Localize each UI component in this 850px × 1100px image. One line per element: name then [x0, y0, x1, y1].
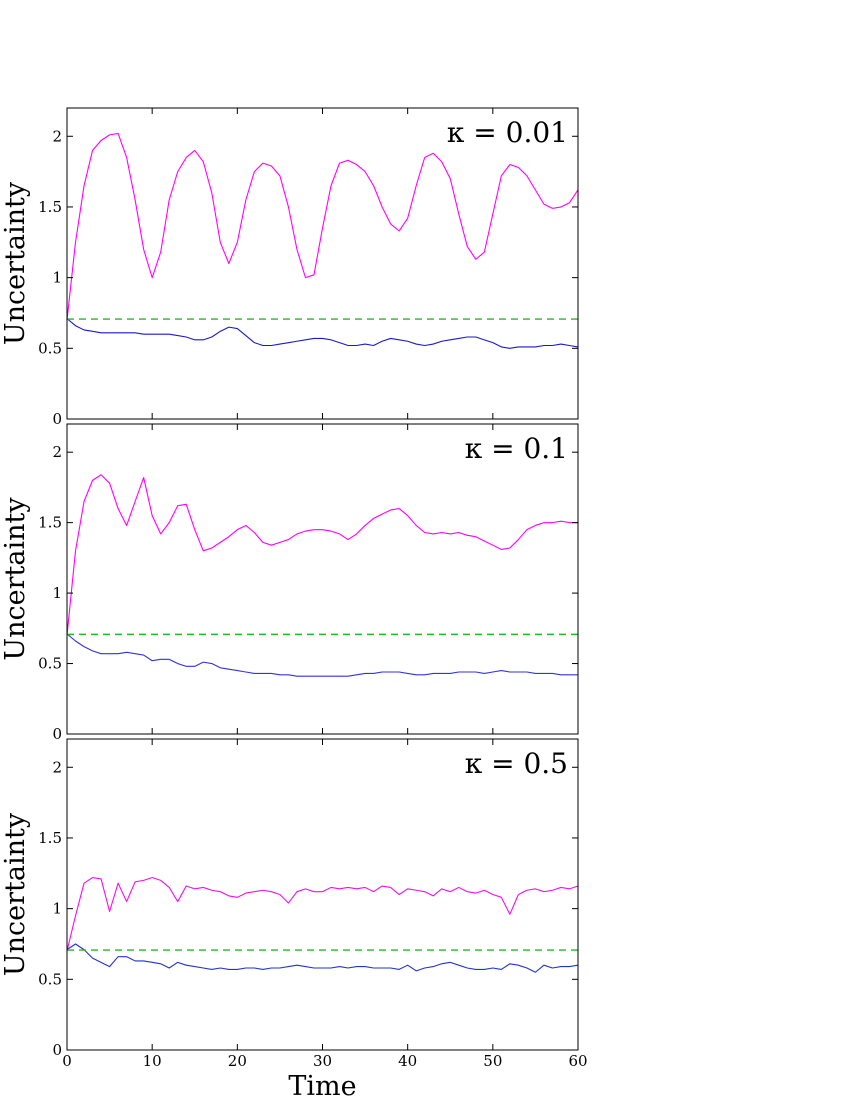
- kappa-annotation: κ = 0.5: [465, 747, 568, 780]
- series-line-0: [66, 474, 578, 636]
- y-tick-label: 2: [52, 127, 62, 145]
- y-tick-label: 2: [52, 443, 62, 461]
- x-tick-label: 10: [143, 1052, 162, 1070]
- series-line-0: [66, 876, 579, 952]
- panel-kappa-0-01: 0 0.5 1 1.5 2 Uncertainty κ = 0.01: [0, 107, 579, 428]
- plot-area: [67, 424, 578, 734]
- y-tick-label: 1: [52, 269, 62, 287]
- y-tick-label: 1.5: [38, 198, 62, 216]
- x-axis-title: Time: [288, 1071, 356, 1100]
- y-tick-label: 0: [52, 725, 62, 743]
- series-line-0: [66, 132, 579, 321]
- y-tick-label: 1.5: [38, 514, 62, 532]
- y-tick-label: 1.5: [38, 829, 62, 847]
- plot-area: [67, 108, 578, 419]
- kappa-annotation: κ = 0.1: [465, 432, 568, 465]
- panel-kappa-0-1: 0 0.5 1 1.5 2 Uncertainty κ = 0.1: [0, 423, 579, 743]
- x-tick-label: 50: [483, 1052, 502, 1070]
- series-line-1: [66, 318, 579, 349]
- series-line-1: [66, 943, 579, 973]
- y-tick-label: 1: [52, 584, 62, 602]
- x-tick-label: 0: [62, 1052, 72, 1070]
- series-line-1: [66, 633, 578, 677]
- x-tick-label: 20: [228, 1052, 247, 1070]
- x-tick-label: 40: [398, 1052, 417, 1070]
- x-tick-label: 30: [313, 1052, 332, 1070]
- y-tick-label: 0.5: [38, 970, 62, 988]
- y-tick-label: 0: [52, 1041, 62, 1059]
- y-tick-label: 0: [52, 410, 62, 428]
- y-tick-label: 0.5: [38, 339, 62, 357]
- x-tick-label: 60: [568, 1052, 587, 1070]
- y-tick-label: 2: [52, 758, 62, 776]
- plot-area: [67, 739, 578, 1050]
- y-axis-title: Uncertainty: [0, 497, 31, 661]
- kappa-annotation: κ = 0.01: [447, 116, 568, 149]
- y-tick-label: 1: [52, 900, 62, 918]
- y-tick-label: 0.5: [38, 655, 62, 673]
- y-axis-title: Uncertainty: [0, 812, 31, 976]
- y-axis-title: Uncertainty: [0, 181, 31, 345]
